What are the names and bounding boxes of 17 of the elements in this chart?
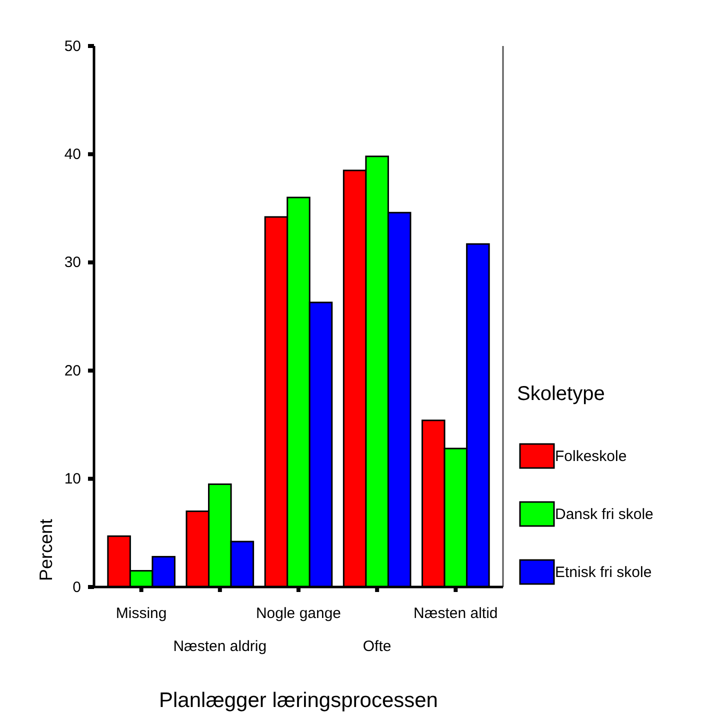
y-axis-title: Percent: [36, 518, 56, 582]
x-tick-label: Ofte: [362, 638, 392, 655]
x-tick-label: Næsten aldrig: [173, 638, 267, 655]
x-axis-title: Planlægger læringsprocessen: [159, 689, 438, 712]
legend-label: Folkeskole: [555, 448, 627, 465]
legend-label: Etnisk fri skole: [555, 564, 652, 581]
y-tick-label: 20: [64, 362, 81, 380]
y-tick-label: 0: [72, 578, 81, 596]
x-tick-label: Nogle gange: [256, 605, 342, 622]
x-tick-label: Næsten altid: [414, 605, 498, 622]
legend-title: Skoletype: [517, 383, 605, 405]
y-tick-label: 50: [64, 38, 81, 55]
legend-label: Dansk fri skole: [555, 506, 654, 523]
y-tick-label: 30: [64, 254, 81, 272]
y-tick-label: 10: [64, 470, 81, 488]
x-tick-label: Missing: [116, 605, 167, 622]
y-tick-label: 40: [64, 146, 81, 163]
